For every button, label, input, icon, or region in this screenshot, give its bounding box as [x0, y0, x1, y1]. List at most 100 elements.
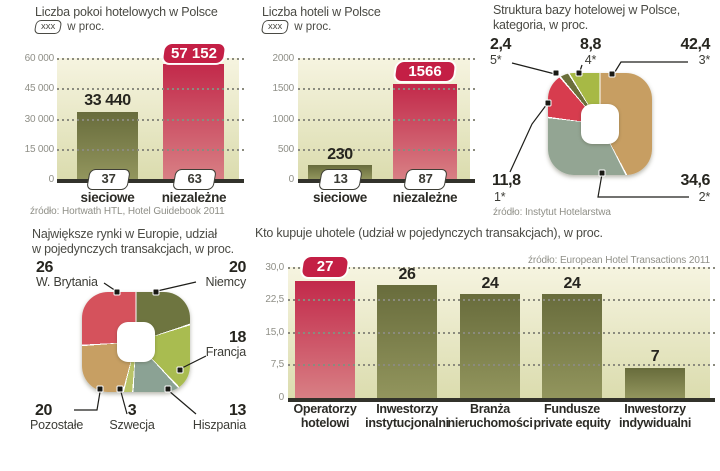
- slice-label: 1*: [494, 190, 506, 204]
- slice-label: Hiszpania: [192, 418, 246, 432]
- slice-label: Niemcy: [205, 275, 247, 289]
- y-tick: 45 000: [24, 83, 55, 94]
- chart-categories-title-line1: Struktura bazy hotelowej w Polsce,: [493, 3, 681, 17]
- source-note: źródło: Instytut Hotelarstwa: [493, 207, 611, 218]
- category-label: niezależne: [392, 190, 458, 205]
- slice-value: 34,6: [680, 172, 710, 189]
- y-tick: 0: [48, 174, 55, 185]
- gridline: [298, 88, 475, 90]
- x-axis: [57, 179, 244, 183]
- xxx-tag: xxx: [33, 20, 63, 34]
- source-note: źródło: Hortwath HTL, Hotel Guidebook 20…: [30, 206, 225, 217]
- slice-value: 3: [127, 402, 137, 419]
- callout-lines: [509, 61, 689, 198]
- gridline: [57, 88, 244, 90]
- y-tick: 60 000: [24, 53, 55, 64]
- bar-fundusze-private-equity: [542, 294, 602, 398]
- chart-rooms-subtitle: xxx w proc.: [33, 20, 105, 34]
- y-tick: 500: [277, 144, 294, 155]
- chart-buyers-title: Kto kupuje uhotele (udział w pojedynczyc…: [255, 226, 603, 240]
- gridline: [288, 332, 715, 334]
- y-tick: 0: [288, 174, 295, 185]
- slice-label: 3*: [698, 53, 711, 67]
- gridline: [57, 119, 244, 121]
- gridline: [288, 299, 715, 301]
- y-tick: 22,5: [265, 294, 284, 305]
- bar-value-label: 24: [563, 275, 581, 292]
- bar-value-label: 24: [481, 275, 499, 292]
- slice-value: 20: [229, 259, 246, 276]
- subtitle-text: w proc.: [67, 21, 105, 33]
- y-tick: 2000: [272, 53, 295, 64]
- y-tick: 30 000: [24, 114, 55, 125]
- x-axis: [288, 398, 715, 402]
- donut-hole: [117, 322, 155, 362]
- bar-value-badge: 57 152: [162, 44, 226, 63]
- slice-value: 8,8: [579, 36, 602, 53]
- percent-badge: 13: [318, 169, 363, 190]
- bar-inwestorzy-instytucjonalni: [377, 285, 437, 398]
- bar-sieciowe: [77, 111, 138, 179]
- slice-value: 2,4: [490, 36, 512, 53]
- gridline: [288, 364, 715, 366]
- category-label: sieciowe: [80, 190, 135, 205]
- y-tick: 0: [278, 392, 285, 403]
- slice-value: 11,8: [492, 172, 521, 189]
- source-note: źródło: European Hotel Transactions 2011: [527, 255, 710, 266]
- gridline: [57, 58, 244, 60]
- bar-inwestorzy-indywidualni: [625, 367, 685, 398]
- chart-rooms-title: Liczba pokoi hotelowych w Polsce: [35, 5, 218, 19]
- bar-value-label: 230: [327, 146, 353, 163]
- gridline: [288, 267, 715, 269]
- slice-label: W. Brytania: [36, 275, 98, 289]
- slice-value: 18: [229, 329, 246, 346]
- gridline: [298, 149, 475, 151]
- slice-label: Szwecja: [109, 418, 155, 432]
- bar-value-badge: 1566: [394, 62, 456, 81]
- y-tick: 1500: [272, 83, 295, 94]
- gridline: [298, 58, 475, 60]
- slice-label: 4*: [584, 53, 597, 67]
- slice-value: 42,4: [680, 36, 710, 53]
- percent-badge: 63: [172, 169, 217, 190]
- slice-value: 26: [36, 259, 53, 276]
- slice-label: 5*: [490, 53, 502, 67]
- slice-value: 20: [35, 402, 52, 419]
- chart-categories-title-line2: kategoria, w proc.: [493, 18, 589, 32]
- callout-lines: [74, 281, 207, 415]
- slice-label: 2*: [698, 190, 711, 204]
- bar-niezalezne: [163, 63, 224, 179]
- category-label: Operatorzy hotelowi: [293, 402, 357, 430]
- bar-value-label: 7: [650, 348, 660, 365]
- y-tick: 1000: [272, 114, 295, 125]
- percent-badge: 87: [403, 169, 448, 190]
- slice-value: 13: [229, 402, 246, 419]
- y-tick: 15 000: [24, 144, 55, 155]
- percent-badge: 37: [86, 169, 131, 190]
- category-label: Inwestorzy instytucjonalni: [365, 402, 449, 430]
- slice-label: Pozostałe: [30, 418, 84, 432]
- gridline: [298, 119, 475, 121]
- y-tick: 15,0: [265, 327, 284, 338]
- y-tick: 30,0: [265, 262, 284, 273]
- bar-niezalezne: [393, 84, 457, 179]
- x-axis: [298, 179, 475, 183]
- category-label: Branża nieruchomości: [447, 402, 533, 430]
- chart-markets-title-line2: w pojedynczych transakcjach, w proc.: [32, 242, 234, 256]
- bar-branza-nieruchomosci: [460, 294, 520, 398]
- gridline: [57, 149, 244, 151]
- category-label: Fundusze private equity: [533, 402, 611, 430]
- chart-hotels-title: Liczba hoteli w Polsce: [262, 5, 381, 19]
- bar-value-label: 26: [398, 266, 416, 283]
- bar-value-label: 33 440: [84, 92, 131, 109]
- slice-label: Francja: [205, 345, 246, 359]
- category-label: Inwestorzy indywidualni: [618, 402, 692, 430]
- chart-hotels-subtitle: xxx w proc.: [260, 20, 332, 34]
- bar-value-badge: 27: [301, 257, 349, 277]
- y-tick: 7,5: [270, 359, 285, 370]
- donut-hole: [581, 104, 619, 144]
- xxx-tag: xxx: [260, 20, 290, 34]
- category-label: sieciowe: [313, 190, 367, 205]
- subtitle-text: w proc.: [294, 21, 332, 33]
